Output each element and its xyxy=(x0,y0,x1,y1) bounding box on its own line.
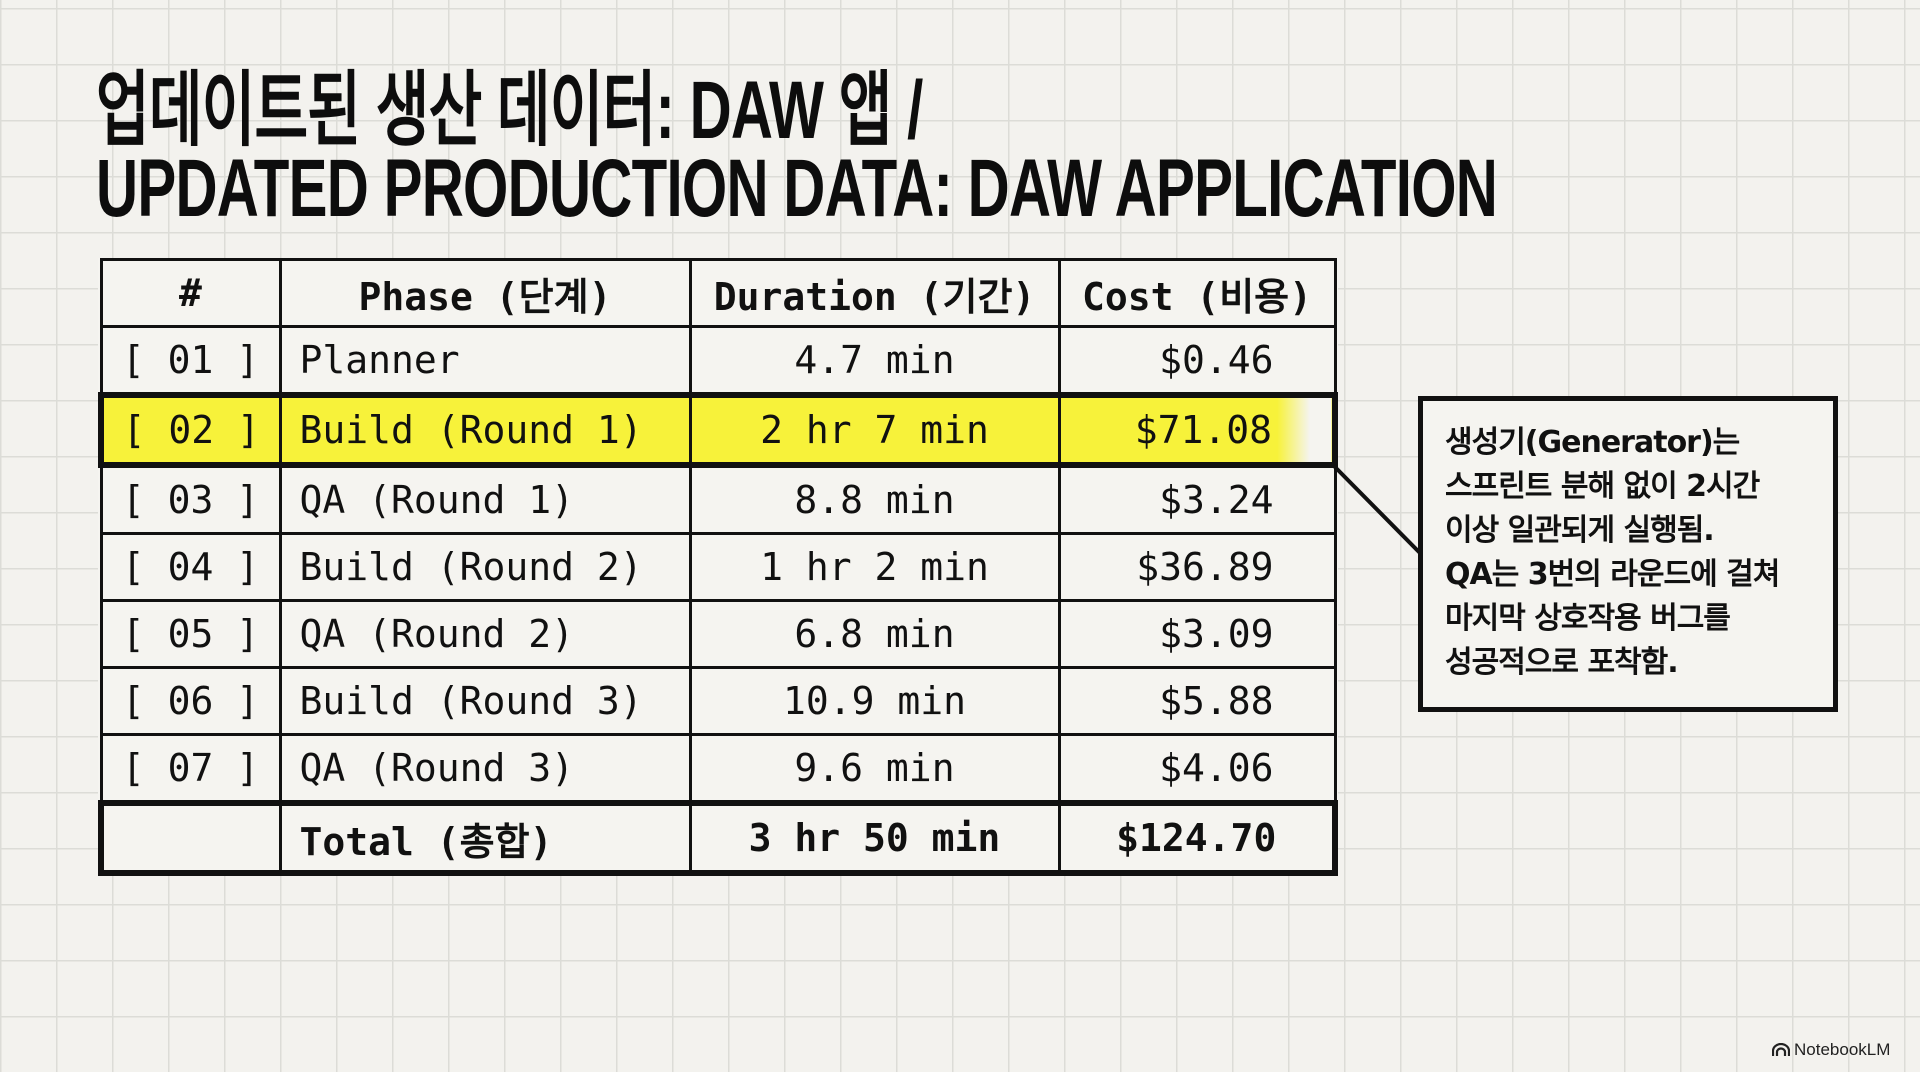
table-row: [ 05 ] QA (Round 2) 6.8 min $3.09 xyxy=(99,599,1337,669)
table-header-row: # Phase (단계) Duration (기간) Cost (비용) xyxy=(99,258,1337,328)
row-phase: Planner xyxy=(278,325,692,397)
row-phase: Build (Round 3) xyxy=(278,666,692,736)
header-duration: Duration (기간) xyxy=(688,258,1061,328)
notebooklm-logo-icon xyxy=(1772,1043,1790,1056)
row-cost: $3.09 xyxy=(1057,599,1337,669)
header-number: # xyxy=(99,258,282,328)
row-number: [ 03 ] xyxy=(99,463,282,535)
row-phase: QA (Round 3) xyxy=(278,733,692,805)
row-phase: QA (Round 1) xyxy=(278,463,692,535)
logo-text: NotebookLM xyxy=(1794,1040,1891,1059)
row-cost: $71.08 xyxy=(1057,392,1338,468)
table-row: [ 01 ] Planner 4.7 min $0.46 xyxy=(99,325,1337,397)
row-cost: $5.88 xyxy=(1057,666,1337,736)
row-duration: 6.8 min xyxy=(688,599,1061,669)
header-cost: Cost (비용) xyxy=(1057,258,1337,328)
total-cost: $124.70 xyxy=(1057,800,1338,876)
row-duration: 8.8 min xyxy=(688,463,1061,535)
notebooklm-logo: NotebookLM xyxy=(1772,1040,1890,1060)
row-phase: Build (Round 1) xyxy=(278,392,692,468)
title-korean: 업데이트된 생산 데이터: DAW 앱 / xyxy=(96,65,923,156)
row-duration: 10.9 min xyxy=(688,666,1061,736)
row-number: [ 06 ] xyxy=(99,666,282,736)
table-row-highlighted: [ 02 ] Build (Round 1) 2 hr 7 min $71.08 xyxy=(98,392,1338,468)
row-duration: 1 hr 2 min xyxy=(688,532,1061,602)
row-number: [ 04 ] xyxy=(99,532,282,602)
row-cost: $4.06 xyxy=(1057,733,1337,805)
total-duration: 3 hr 50 min xyxy=(688,800,1061,876)
row-number: [ 07 ] xyxy=(99,733,282,805)
row-duration: 2 hr 7 min xyxy=(688,392,1061,468)
production-data-table: # Phase (단계) Duration (기간) Cost (비용) [ 0… xyxy=(98,258,1338,876)
total-label: Total (총합) xyxy=(278,800,692,876)
title-english: UPDATED PRODUCTION DATA: DAW APPLICATION xyxy=(96,143,1498,234)
row-cost: $36.89 xyxy=(1057,532,1337,602)
row-duration: 4.7 min xyxy=(688,325,1061,397)
row-number: [ 02 ] xyxy=(98,392,282,468)
table-row: [ 03 ] QA (Round 1) 8.8 min $3.24 xyxy=(99,463,1337,535)
callout-text: 생성기(Generator)는 스프린트 분해 없이 2시간 이상 일관되게 실… xyxy=(1445,425,1780,680)
row-number: [ 05 ] xyxy=(99,599,282,669)
total-number xyxy=(98,800,282,876)
row-duration: 9.6 min xyxy=(688,733,1061,805)
row-cost: $0.46 xyxy=(1057,325,1337,397)
table-row: [ 07 ] QA (Round 3) 9.6 min $4.06 xyxy=(99,733,1337,805)
row-phase: Build (Round 2) xyxy=(278,532,692,602)
table-row: [ 04 ] Build (Round 2) 1 hr 2 min $36.89 xyxy=(99,532,1337,602)
header-phase: Phase (단계) xyxy=(278,258,692,328)
row-number: [ 01 ] xyxy=(99,325,282,397)
page-title: 업데이트된 생산 데이터: DAW 앱 / UPDATED PRODUCTION… xyxy=(96,65,1587,234)
row-phase: QA (Round 2) xyxy=(278,599,692,669)
callout-box: 생성기(Generator)는 스프린트 분해 없이 2시간 이상 일관되게 실… xyxy=(1418,396,1838,712)
total-row: Total (총합) 3 hr 50 min $124.70 xyxy=(98,800,1338,876)
table-row: [ 06 ] Build (Round 3) 10.9 min $5.88 xyxy=(99,666,1337,736)
row-cost: $3.24 xyxy=(1057,463,1337,535)
